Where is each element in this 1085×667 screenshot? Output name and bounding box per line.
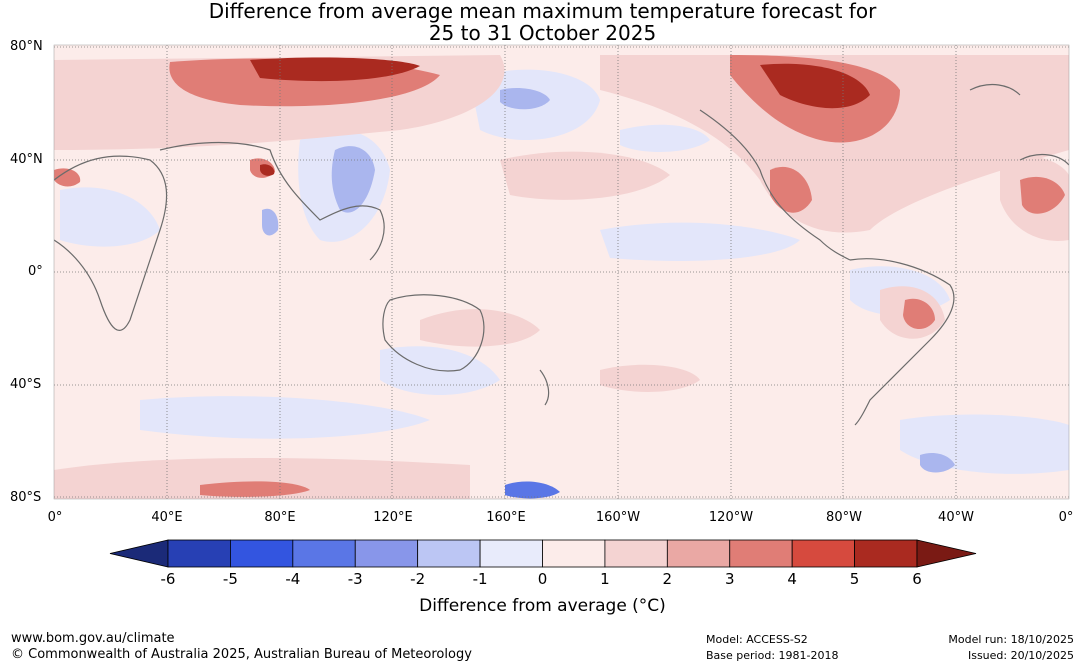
colorbar-tick-label: 4 <box>787 570 797 588</box>
colorbar <box>109 539 977 568</box>
colorbar-segment <box>167 539 231 568</box>
colorbar-tick-label: 3 <box>724 570 735 588</box>
colorbar-segment <box>354 539 419 568</box>
footer-copyright: © Commonwealth of Australia 2025, Austra… <box>11 647 472 662</box>
lon-label-160e: 160°E <box>486 510 526 525</box>
lat-label-equator: 0° <box>28 264 43 279</box>
lat-label-40n: 40°N <box>10 152 43 167</box>
colorbar-tick-label: 6 <box>912 570 922 588</box>
lat-label-80s: 80°S <box>10 490 42 505</box>
footer-model: Model: ACCESS-S2 <box>706 633 808 646</box>
colorbar-tick-label: -4 <box>285 570 301 588</box>
colorbar-segment <box>542 539 606 568</box>
colorbar-tick-label: 1 <box>600 570 610 588</box>
colorbar-arrow-low <box>109 539 169 568</box>
colorbar-tick-label: -6 <box>160 570 176 588</box>
map-title-line-1: Difference from average mean maximum tem… <box>208 0 877 23</box>
colorbar-segment <box>666 539 731 568</box>
map-title-line-2: 25 to 31 October 2025 <box>428 21 657 45</box>
colorbar-segment <box>854 539 918 568</box>
colorbar-tick-label: -3 <box>347 570 363 588</box>
footer-base-period: Base period: 1981-2018 <box>706 649 839 662</box>
graticule <box>54 45 1069 499</box>
colorbar-tick-label: 2 <box>662 570 673 588</box>
colorbar-segment <box>417 539 481 568</box>
lon-label-160w: 160°W <box>595 510 641 525</box>
footer-issued: Issued: 20/10/2025 <box>967 649 1074 662</box>
coastlines <box>54 83 1069 426</box>
lon-label-120e: 120°E <box>373 510 413 525</box>
lon-label-80e: 80°E <box>264 510 296 525</box>
lon-label-40w: 40°W <box>938 510 974 525</box>
colorbar-tick-label: -5 <box>222 570 238 588</box>
colorbar-tick-label: 5 <box>849 570 860 588</box>
footer-model-run: Model run: 18/10/2025 <box>948 633 1074 646</box>
hot-anomaly-regions <box>250 57 870 176</box>
lat-label-40s: 40°S <box>10 377 42 392</box>
colorbar-arrow-high <box>916 539 977 568</box>
colorbar-segment <box>791 539 855 568</box>
lon-label-120w: 120°W <box>708 510 754 525</box>
colorbar-tick-label: -1 <box>472 570 488 588</box>
lon-label-40e: 40°E <box>151 510 183 525</box>
footer-url: www.bom.gov.au/climate <box>11 631 175 646</box>
colorbar-segment <box>292 539 356 568</box>
cool-anomaly-regions <box>60 69 1069 474</box>
colorbar-tick-label: 0 <box>537 570 548 588</box>
strong-cold-anomaly-region <box>505 481 560 499</box>
lat-label-80n: 80°N <box>10 39 43 54</box>
lon-label-80w: 80°W <box>826 510 862 525</box>
lon-label-0: 0° <box>47 510 63 525</box>
lon-label-0-east: 0° <box>1058 510 1074 525</box>
colorbar-segment <box>479 539 543 568</box>
colorbar-segment <box>729 539 793 568</box>
colorbar-segment <box>230 539 294 568</box>
colorbar-tick-label: -2 <box>410 570 426 588</box>
cold-anomaly-regions <box>262 88 955 473</box>
temperature-anomaly-map <box>53 44 1070 500</box>
colorbar-label: Difference from average (°C) <box>419 596 666 616</box>
colorbar-segment <box>604 539 668 568</box>
